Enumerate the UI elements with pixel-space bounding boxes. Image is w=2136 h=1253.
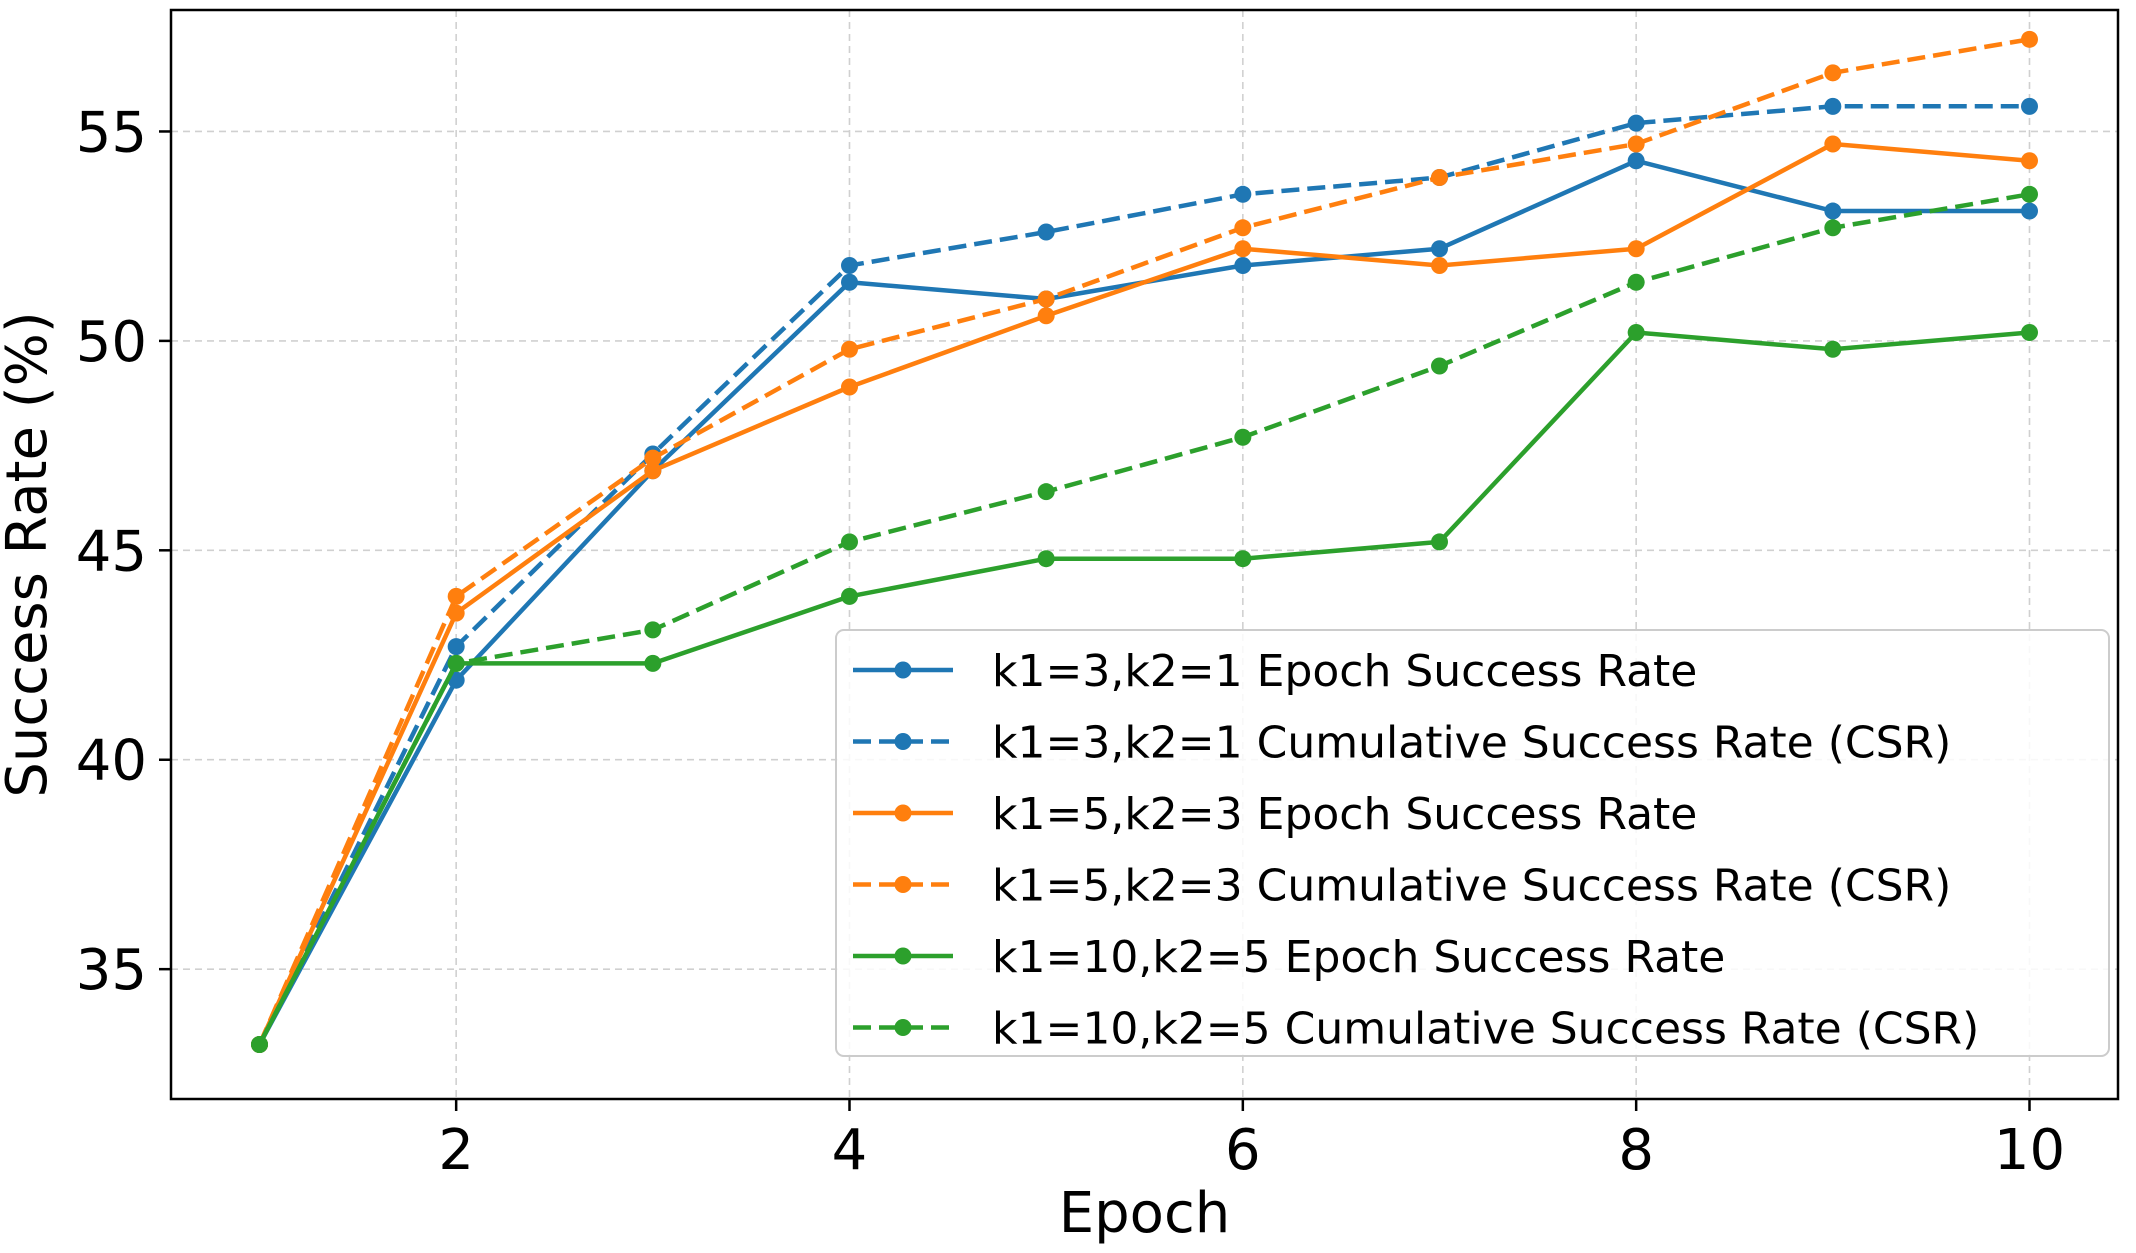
- data-point: [1234, 219, 1252, 237]
- data-point: [1234, 256, 1252, 274]
- data-point: [1824, 135, 1842, 153]
- data-point: [447, 638, 465, 656]
- legend-label: k1=5,k2=3 Cumulative Success Rate (CSR): [992, 861, 1951, 912]
- legend-box: [835, 629, 2110, 1057]
- series-line: [257, 330, 2030, 1046]
- data-point: [1627, 273, 1645, 291]
- y-tick-label: 55: [76, 100, 147, 165]
- legend-marker: [894, 1019, 912, 1036]
- data-point: [1431, 256, 1448, 274]
- x-tick-label: 4: [832, 1118, 868, 1183]
- data-point: [1037, 290, 1055, 308]
- data-point: [1234, 428, 1252, 446]
- legend: k1=3,k2=1 Epoch Success Rate k1=3,k2=1 Cu…: [835, 629, 2110, 1057]
- data-point: [2021, 30, 2038, 48]
- series-4: [251, 30, 2038, 1054]
- data-point: [1824, 219, 1842, 237]
- data-point: [841, 587, 858, 605]
- legend-item: k1=5,k2=3 Cumulative Success Rate (CSR): [853, 861, 1951, 912]
- data-point: [2021, 97, 2038, 115]
- data-point: [841, 378, 858, 396]
- data-point: [1627, 135, 1645, 153]
- data-point: [1234, 240, 1252, 258]
- series-6: [251, 185, 2038, 1054]
- x-tick-label: 2: [438, 1118, 474, 1183]
- y-tick-label: 40: [76, 729, 147, 794]
- data-point: [1431, 357, 1448, 375]
- data-point: [644, 462, 662, 480]
- data-point: [644, 449, 662, 467]
- legend-marker: [894, 733, 912, 750]
- legend-item: k1=3,k2=1 Epoch Success Rate: [853, 646, 1697, 697]
- y-tick-label: 45: [76, 519, 147, 584]
- data-point: [841, 256, 858, 274]
- legend-marker: [894, 804, 912, 822]
- y-tick-label: 35: [76, 938, 147, 1003]
- data-point: [1627, 152, 1645, 170]
- x-axis-label: Epoch: [1059, 1181, 1230, 1246]
- series-line: [257, 104, 2030, 1046]
- data-point: [1824, 97, 1842, 115]
- legend-item: k1=10,k2=5 Epoch Success Rate: [853, 932, 1725, 983]
- data-point: [447, 654, 465, 672]
- legend-marker: [894, 876, 912, 893]
- data-point: [251, 1036, 268, 1054]
- data-point: [1824, 340, 1842, 358]
- legend-marker: [894, 661, 912, 679]
- x-tick-label: 8: [1618, 1118, 1654, 1183]
- series-line: [257, 141, 2030, 1046]
- data-point: [2021, 202, 2038, 220]
- data-point: [447, 587, 465, 605]
- axis-ticks: 2 4 6 8 10 35 40 45 50 55: [76, 100, 2065, 1183]
- data-point: [1234, 550, 1252, 568]
- data-point: [841, 533, 858, 551]
- data-point: [2021, 185, 2038, 203]
- data-point: [2021, 152, 2038, 170]
- legend-item: k1=3,k2=1 Cumulative Success Rate (CSR): [853, 718, 1951, 769]
- legend-label: k1=5,k2=3 Epoch Success Rate: [992, 789, 1697, 840]
- y-tick-label: 50: [76, 310, 147, 375]
- legend-item: k1=5,k2=3 Epoch Success Rate: [853, 789, 1697, 840]
- data-point: [841, 273, 858, 291]
- data-point: [644, 621, 662, 639]
- data-point: [1431, 240, 1448, 258]
- data-point: [1824, 64, 1842, 82]
- data-point: [1037, 307, 1055, 325]
- legend-label: k1=10,k2=5 Cumulative Success Rate (CSR): [992, 1004, 1979, 1055]
- legend-label: k1=3,k2=1 Cumulative Success Rate (CSR): [992, 718, 1951, 769]
- y-axis-label: Success Rate (%): [0, 311, 60, 797]
- data-point: [1627, 240, 1645, 258]
- data-point: [1234, 185, 1252, 203]
- data-point: [2021, 324, 2038, 342]
- data-point: [1431, 533, 1448, 551]
- series-line: [257, 192, 2030, 1046]
- data-point: [644, 654, 662, 672]
- data-point: [1431, 169, 1448, 187]
- data-point: [1824, 202, 1842, 220]
- legend-marker: [894, 947, 912, 965]
- legend-label: k1=3,k2=1 Epoch Success Rate: [992, 646, 1697, 697]
- data-point: [841, 340, 858, 358]
- x-tick-label: 10: [1994, 1118, 2065, 1183]
- series-layer: [251, 30, 2038, 1054]
- x-tick-label: 6: [1225, 1118, 1261, 1183]
- data-point: [1037, 550, 1055, 568]
- series-line: [257, 37, 2030, 1046]
- data-point: [1037, 223, 1055, 241]
- legend-item: k1=10,k2=5 Cumulative Success Rate (CSR): [853, 1004, 1979, 1055]
- data-point: [1627, 114, 1645, 132]
- series-5: [251, 324, 2038, 1054]
- data-point: [1037, 483, 1055, 501]
- data-point: [1627, 324, 1645, 342]
- plot-area-frame: [169, 8, 2120, 1101]
- legend-label: k1=10,k2=5 Epoch Success Rate: [992, 932, 1725, 983]
